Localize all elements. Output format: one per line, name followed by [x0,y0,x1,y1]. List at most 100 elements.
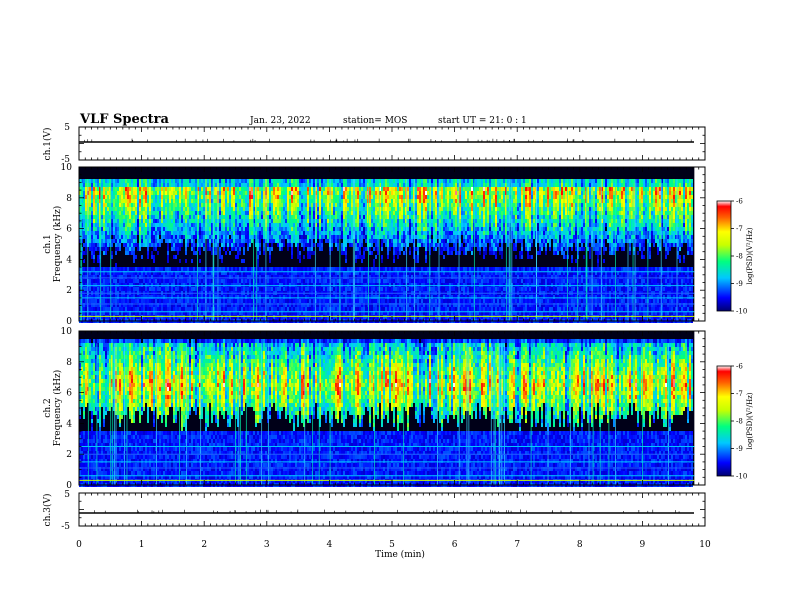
spectrogram-cell [285,303,287,307]
spectrogram-cell [209,231,211,235]
spectrogram-cell [183,299,185,303]
spectrogram-cell [145,239,147,243]
spectrogram-cell [363,211,365,215]
spectrogram-cell [211,191,213,195]
spectrogram-cell [119,227,121,231]
spectrogram-cell [219,299,221,303]
spectrogram-cell [275,199,277,203]
spectrogram-cell [315,199,317,203]
spectrogram-cell [281,267,283,271]
spectrogram-cell [173,187,175,191]
spectrogram-cell [157,299,159,303]
spectrogram-cell [209,199,211,203]
spectrogram-cell [355,287,357,291]
spectrogram-cell [223,315,225,319]
spectrogram-cell [331,219,333,223]
spectrogram-cell [285,191,287,195]
spectrogram-cell [295,243,297,247]
spectrogram-cell [373,179,375,183]
spectrogram-cell [197,215,199,219]
spectrogram-cell [337,179,339,183]
spectrogram-cell [251,227,253,231]
spectrogram-cell [311,187,313,191]
spectrogram-cell [349,311,351,315]
spectrogram-cell [201,235,203,239]
spectrogram-cell [301,183,303,187]
spectrogram-cell [107,187,109,191]
spectrogram-cell [179,211,181,215]
spectrogram-cell [93,199,95,203]
spectrogram-cell [349,299,351,303]
spectrogram-cell [279,211,281,215]
spectrogram-cell [263,287,265,291]
spectrogram-cell [121,199,123,203]
spectrogram-cell [255,223,257,227]
spectrogram-cell [143,275,145,279]
spectrogram-cell [297,219,299,223]
spectrogram-cell [243,295,245,299]
spectrogram-cell [365,279,367,283]
spectrogram-cell [103,227,105,231]
spectrogram-cell [211,183,213,187]
spectrogram-cell [373,227,375,231]
spectrogram-cell [181,307,183,311]
spectrogram-cell [319,199,321,203]
spectrogram-cell [273,311,275,315]
spectrogram-cell [323,307,325,311]
spectrogram-cell [277,231,279,235]
spectrogram-cell [323,315,325,319]
spectrogram-cell [311,227,313,231]
spectrogram-cell [189,231,191,235]
spectrogram-cell [219,203,221,207]
spectrogram-cell [241,223,243,227]
spectrogram-cell [157,239,159,243]
spectrogram-cell [105,247,107,251]
spectrogram-cell [301,303,303,307]
spectrogram-cell [233,223,235,227]
spectrogram-cell [195,283,197,287]
spectrogram-cell [127,243,129,247]
spectrogram-cell [101,187,103,191]
spectrogram-cell [371,287,373,291]
spectrogram-cell [153,231,155,235]
spectrogram-cell [305,211,307,215]
spectrogram-cell [345,183,347,187]
spectrogram-cell [151,287,153,291]
spectrogram-cell [97,311,99,315]
spectrogram-cell [319,231,321,235]
spectrogram-cell [203,227,205,231]
spectrogram-cell [189,311,191,315]
spectrogram-cell [293,203,295,207]
spectrogram-cell [349,211,351,215]
spectrogram-cell [111,231,113,235]
spectrogram-cell [195,211,197,215]
spectrogram-cell [141,299,143,303]
spectrogram-cell [261,211,263,215]
spectrogram-cell [335,239,337,243]
spectrogram-cell [105,299,107,303]
spectrogram-cell [181,311,183,315]
spectrogram-cell [183,279,185,283]
spectrogram-cell [153,207,155,211]
spectrogram-cell [153,279,155,283]
spectrogram-cell [275,187,277,191]
spectrogram-cell [249,231,251,235]
spectrogram-cell [91,279,93,283]
spectrogram-cell [125,179,127,183]
spectrogram-cell [167,275,169,279]
spectrogram-cell [139,311,141,315]
spectrogram-cell [93,283,95,287]
spectrogram-cell [95,183,97,187]
spectrogram-cell [129,227,131,231]
spectrogram-cell [237,303,239,307]
spectrogram-cell [235,303,237,307]
spectrogram-cell [97,271,99,275]
spectrogram-cell [351,207,353,211]
spectrogram-cell [135,287,137,291]
spectrogram-cell [215,279,217,283]
spectrogram-cell [91,271,93,275]
spectrogram-cell [243,259,245,263]
spectrogram-cell [369,251,371,255]
spectrogram-cell [269,247,271,251]
spectrogram-cell [131,287,133,291]
